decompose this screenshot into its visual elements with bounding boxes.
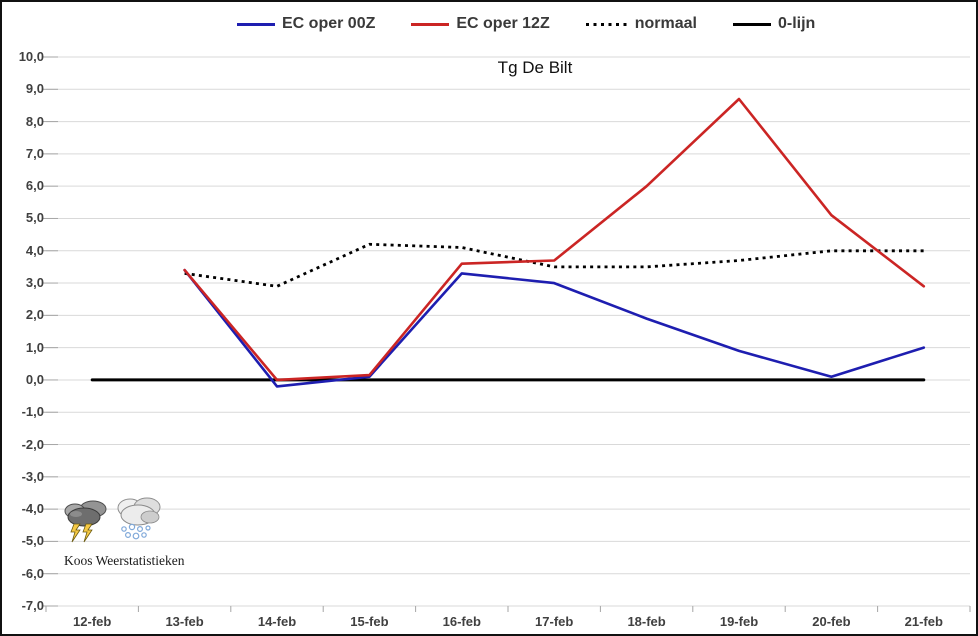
x-axis-label: 15-feb [350, 614, 389, 629]
y-axis-label: 4,0 [25, 242, 44, 258]
y-axis-label: -4,0 [21, 501, 44, 517]
x-axis-label: 17-feb [535, 614, 574, 629]
x-axis-label: 16-feb [442, 614, 481, 629]
legend-item-0-lijn: 0-lijn [732, 15, 816, 33]
chart-title: Tg De Bilt [497, 58, 573, 77]
x-axis-label: 19-feb [719, 614, 759, 629]
watermark-text: Koos Weerstatistieken [64, 553, 185, 568]
series-line-ec-oper-12z [183, 97, 926, 382]
legend-item-ec-oper-12z: EC oper 12Z [411, 15, 550, 33]
legend-label: EC oper 12Z [456, 15, 550, 32]
x-axis-label: 12-feb [73, 614, 112, 629]
x-axis-label: 20-feb [812, 614, 851, 629]
black-line-swatch-icon [732, 22, 771, 26]
y-axis-label: 1,0 [25, 339, 44, 355]
y-axis-label: -7,0 [21, 598, 44, 613]
snow-cloud-icon [117, 497, 161, 540]
y-axis-label: -5,0 [21, 533, 44, 549]
legend: EC oper 00Z EC oper 12Z normaal 0-lijn [237, 9, 815, 39]
y-axis-label: 7,0 [25, 145, 44, 161]
x-axis-label: 21-feb [904, 614, 943, 629]
y-axis-label: -1,0 [21, 404, 44, 420]
y-axis-label: 5,0 [25, 210, 44, 226]
legend-label: EC oper 00Z [282, 15, 376, 32]
legend-item-normaal: normaal [585, 15, 697, 33]
legend-item-ec-oper-00z: EC oper 00Z [237, 15, 375, 33]
y-axis-label: 2,0 [25, 307, 44, 323]
y-axis-label: -2,0 [21, 436, 44, 452]
y-axis-label: 9,0 [25, 81, 44, 97]
x-axis-label: 18-feb [627, 614, 666, 629]
y-axis-label: 8,0 [25, 113, 44, 129]
blue-line-swatch-icon [237, 22, 275, 26]
legend-label: normaal [634, 15, 697, 32]
y-axis-label: 10,0 [18, 49, 44, 64]
series-line-ec-oper-00z [183, 268, 926, 388]
dotted-line-swatch-icon [585, 22, 628, 26]
y-axis-label: 0,0 [25, 371, 44, 387]
red-line-swatch-icon [411, 22, 450, 26]
y-axis-label: 3,0 [25, 275, 44, 291]
y-axis-label: 6,0 [25, 178, 44, 194]
y-axis-label: -6,0 [21, 565, 44, 581]
x-axis-label: 14-feb [257, 614, 297, 629]
storm-cloud-icon [64, 500, 107, 543]
legend-label: 0-lijn [777, 15, 816, 32]
y-axis-label: -3,0 [21, 468, 44, 484]
x-axis-label: 13-feb [165, 614, 204, 629]
series-line-normaal [184, 242, 924, 288]
